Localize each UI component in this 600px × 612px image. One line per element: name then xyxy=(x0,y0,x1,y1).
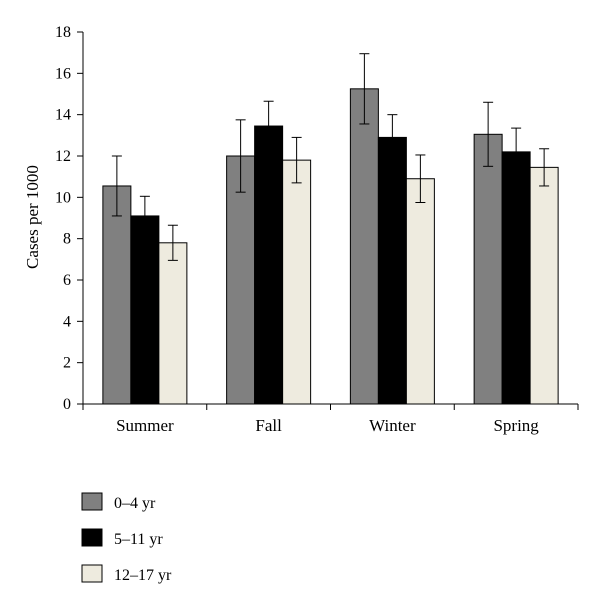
y-tick-label: 2 xyxy=(63,355,71,372)
y-tick-label: 18 xyxy=(55,24,71,41)
y-axis-label: Cases per 1000 xyxy=(23,165,42,269)
bar xyxy=(226,155,256,405)
legend: 0–4 yr 5–11 yr 12–17 yr xyxy=(81,492,172,584)
bar xyxy=(529,166,559,405)
bar xyxy=(501,151,531,405)
y-tick-label: 14 xyxy=(55,107,71,124)
x-tick-label: Summer xyxy=(116,416,174,435)
axes: 0 2 4 6 8 10 12 14 16 18 Summer Fall Winter Spring xyxy=(55,24,579,435)
bar xyxy=(473,133,503,405)
legend-swatch xyxy=(81,528,103,547)
legend-swatch xyxy=(81,564,103,583)
x-tick-label: Winter xyxy=(369,416,416,435)
y-tick-label: 6 xyxy=(63,272,71,289)
bar xyxy=(349,88,379,405)
legend-swatch xyxy=(81,492,103,511)
y-tick-label: 8 xyxy=(63,231,71,248)
legend-label: 5–11 yr xyxy=(114,531,163,548)
bar xyxy=(158,242,188,405)
y-tick-label: 12 xyxy=(55,148,71,165)
y-tick-label: 10 xyxy=(55,189,71,206)
legend-label: 0–4 yr xyxy=(114,495,156,512)
y-tick-label: 16 xyxy=(55,65,71,82)
bar xyxy=(282,159,312,405)
bar xyxy=(102,185,132,405)
bar xyxy=(254,125,284,405)
legend-label: 12–17 yr xyxy=(114,567,172,584)
x-tick-label: Spring xyxy=(493,416,539,435)
error-bars xyxy=(111,53,550,261)
bar xyxy=(130,215,160,405)
y-tick-label: 0 xyxy=(63,396,71,413)
x-tick-label: Fall xyxy=(255,416,282,435)
bar xyxy=(405,178,435,405)
y-tick-label: 4 xyxy=(63,313,71,330)
bar xyxy=(377,136,407,405)
bars xyxy=(102,88,559,405)
